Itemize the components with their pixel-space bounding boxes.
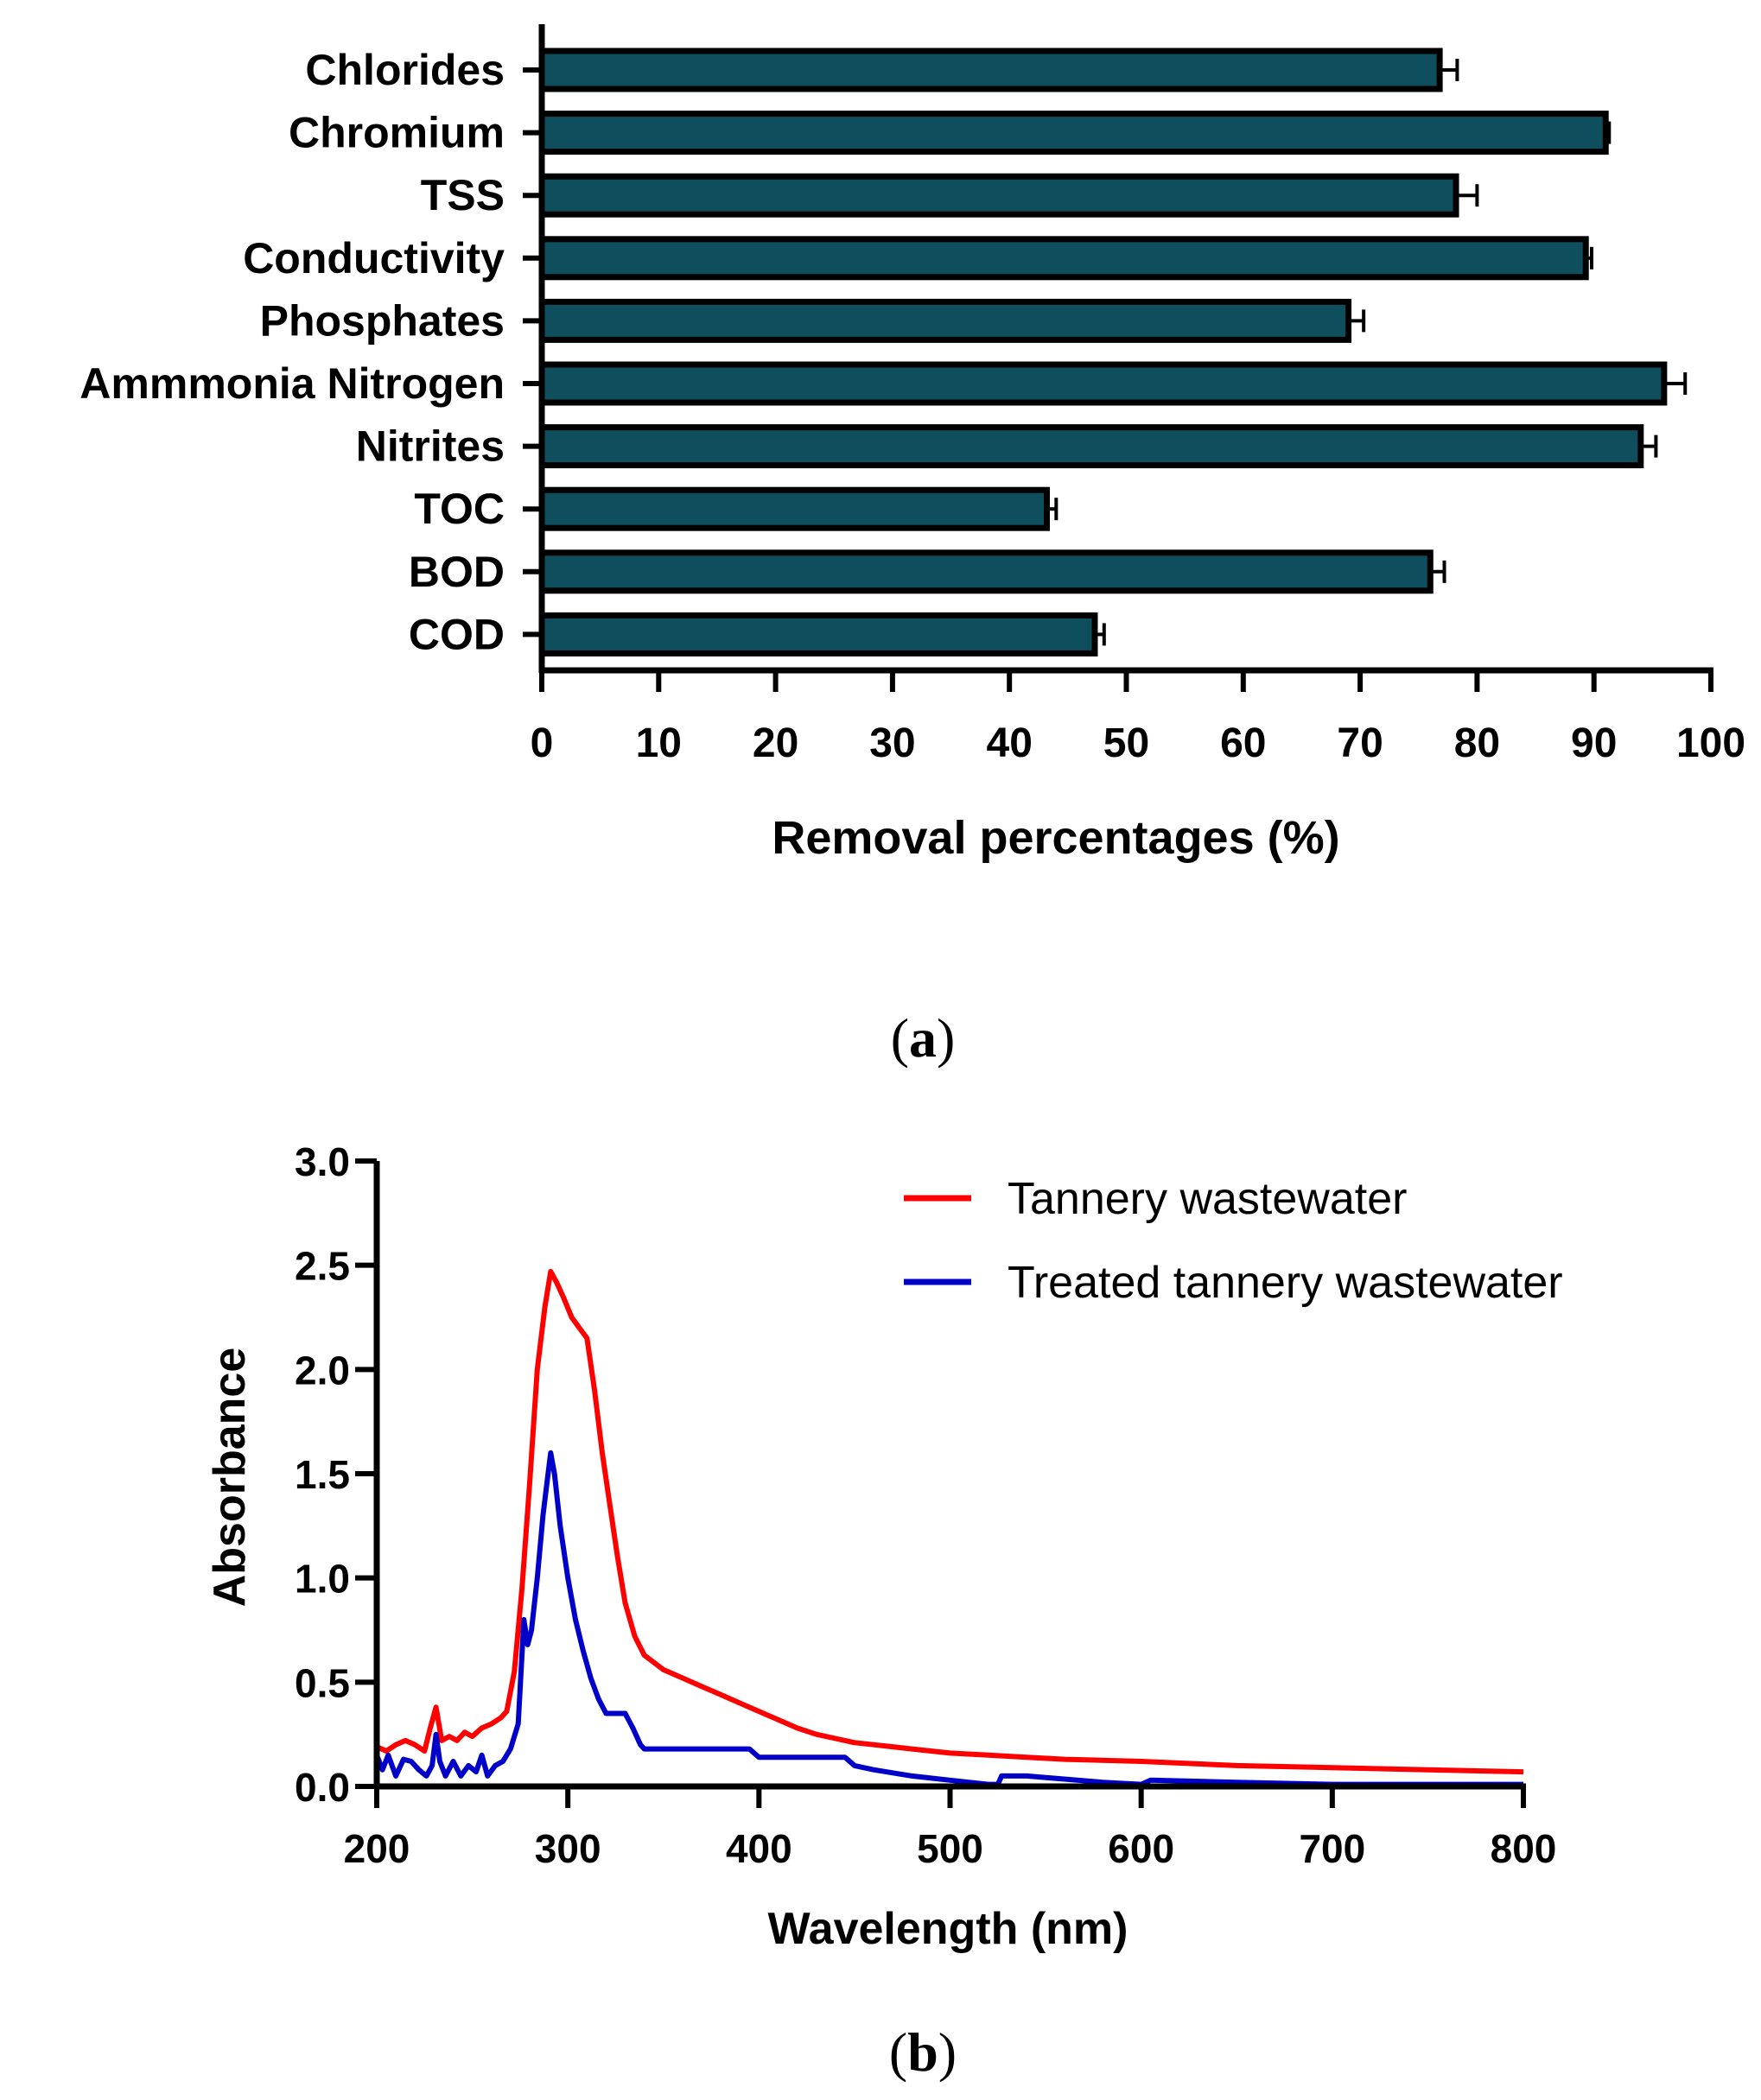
x-tick-label-50: 50: [1103, 720, 1149, 766]
x-tick-label-200: 200: [344, 1826, 410, 1871]
series-line-tannery-wastewater: [375, 1268, 1524, 1775]
series-lines-group: [374, 1268, 1524, 1787]
bar-chromium: [538, 111, 1609, 155]
bar-ammmonia-nitrogen: [538, 361, 1668, 406]
x-axis-title: Removal percentages (%): [772, 812, 1339, 864]
x-tick-label-20: 20: [753, 720, 798, 766]
bar-phosphates: [538, 298, 1352, 343]
y-tick-label-chlorides: Chlorides: [305, 46, 505, 94]
panel-b-line-chart: 0.0 0.5 1.0 1.5 2.0 2.5 3.0 200 300 400 500 600 700…: [205, 1139, 1563, 2083]
y-tick-label-0-0: 0.0: [295, 1765, 350, 1810]
y-tick-label-chromium: Chromium: [289, 109, 505, 157]
bar-bod: [538, 549, 1434, 594]
bar-conductivity: [538, 236, 1589, 281]
x-tick-label-60: 60: [1220, 720, 1266, 766]
x-ticks-group: 200 300 400 500 600 700 800: [344, 1786, 1557, 1871]
y-tick-label-3-0: 3.0: [295, 1139, 350, 1184]
x-tick-label-500: 500: [917, 1826, 983, 1871]
panel-label-b: (b): [889, 2021, 957, 2083]
y-tick-label-nitrites: Nitrites: [356, 422, 505, 471]
x-tick-label-0: 0: [531, 720, 554, 766]
y-tick-label-2-0: 2.0: [295, 1348, 350, 1393]
x-ticks-group: 0 10 20 30 40 50 60 70 80 90 100: [531, 670, 1745, 766]
y-tick-label-ammmonia-nitrogen: Ammmonia Nitrogen: [79, 359, 505, 408]
bar-tss: [538, 173, 1459, 218]
x-tick-label-800: 800: [1491, 1826, 1557, 1871]
y-tick-label-cod: COD: [409, 610, 505, 658]
panel-label-a: (a): [891, 1007, 956, 1069]
x-tick-label-300: 300: [535, 1826, 601, 1871]
x-tick-label-30: 30: [869, 720, 915, 766]
y-axis-title: Absorbance: [205, 1348, 255, 1608]
bar-nitrites: [538, 424, 1644, 469]
series-line-treated-tannery-wastewater: [374, 1450, 1523, 1787]
x-tick-label-600: 600: [1108, 1826, 1174, 1871]
x-axis-title: Wavelength (nm): [768, 1904, 1128, 1954]
y-tick-label-1-5: 1.5: [295, 1452, 350, 1497]
y-tick-label-bod: BOD: [409, 548, 505, 596]
x-tick-label-700: 700: [1299, 1826, 1365, 1871]
y-tick-label-tss: TSS: [421, 171, 505, 219]
error-bars-group: [1046, 59, 1688, 646]
y-tick-label-conductivity: Conductivity: [243, 234, 505, 282]
x-tick-label-70: 70: [1337, 720, 1383, 766]
y-tick-label-phosphates: Phosphates: [260, 296, 505, 345]
y-ticks-group: Chlorides Chromium TSS Conductivity Phosphat…: [79, 46, 542, 658]
legend: Tannery wastewater Treated tannery wastew…: [904, 1174, 1563, 1308]
bar-chlorides: [538, 48, 1443, 92]
bar-toc: [538, 486, 1050, 531]
y-tick-label-1-0: 1.0: [295, 1557, 350, 1602]
bar-cod: [538, 612, 1098, 657]
bars-group: [538, 48, 1668, 657]
x-tick-label-100: 100: [1676, 720, 1745, 766]
y-tick-label-toc: TOC: [414, 485, 505, 533]
legend-label-treated-tannery-wastewater: Treated tannery wastewater: [1008, 1258, 1563, 1308]
x-tick-label-90: 90: [1571, 720, 1617, 766]
x-tick-label-10: 10: [636, 720, 682, 766]
x-tick-label-80: 80: [1454, 720, 1500, 766]
y-tick-label-0-5: 0.5: [295, 1660, 350, 1705]
y-tick-label-2-5: 2.5: [295, 1244, 350, 1289]
panel-a-bar-chart: Chlorides Chromium TSS Conductivity Phosphat…: [79, 24, 1745, 1069]
legend-label-tannery-wastewater: Tannery wastewater: [1008, 1174, 1407, 1224]
x-tick-label-400: 400: [726, 1826, 792, 1871]
x-tick-label-40: 40: [987, 720, 1033, 766]
y-ticks-group: 0.0 0.5 1.0 1.5 2.0 2.5 3.0: [295, 1139, 377, 1810]
